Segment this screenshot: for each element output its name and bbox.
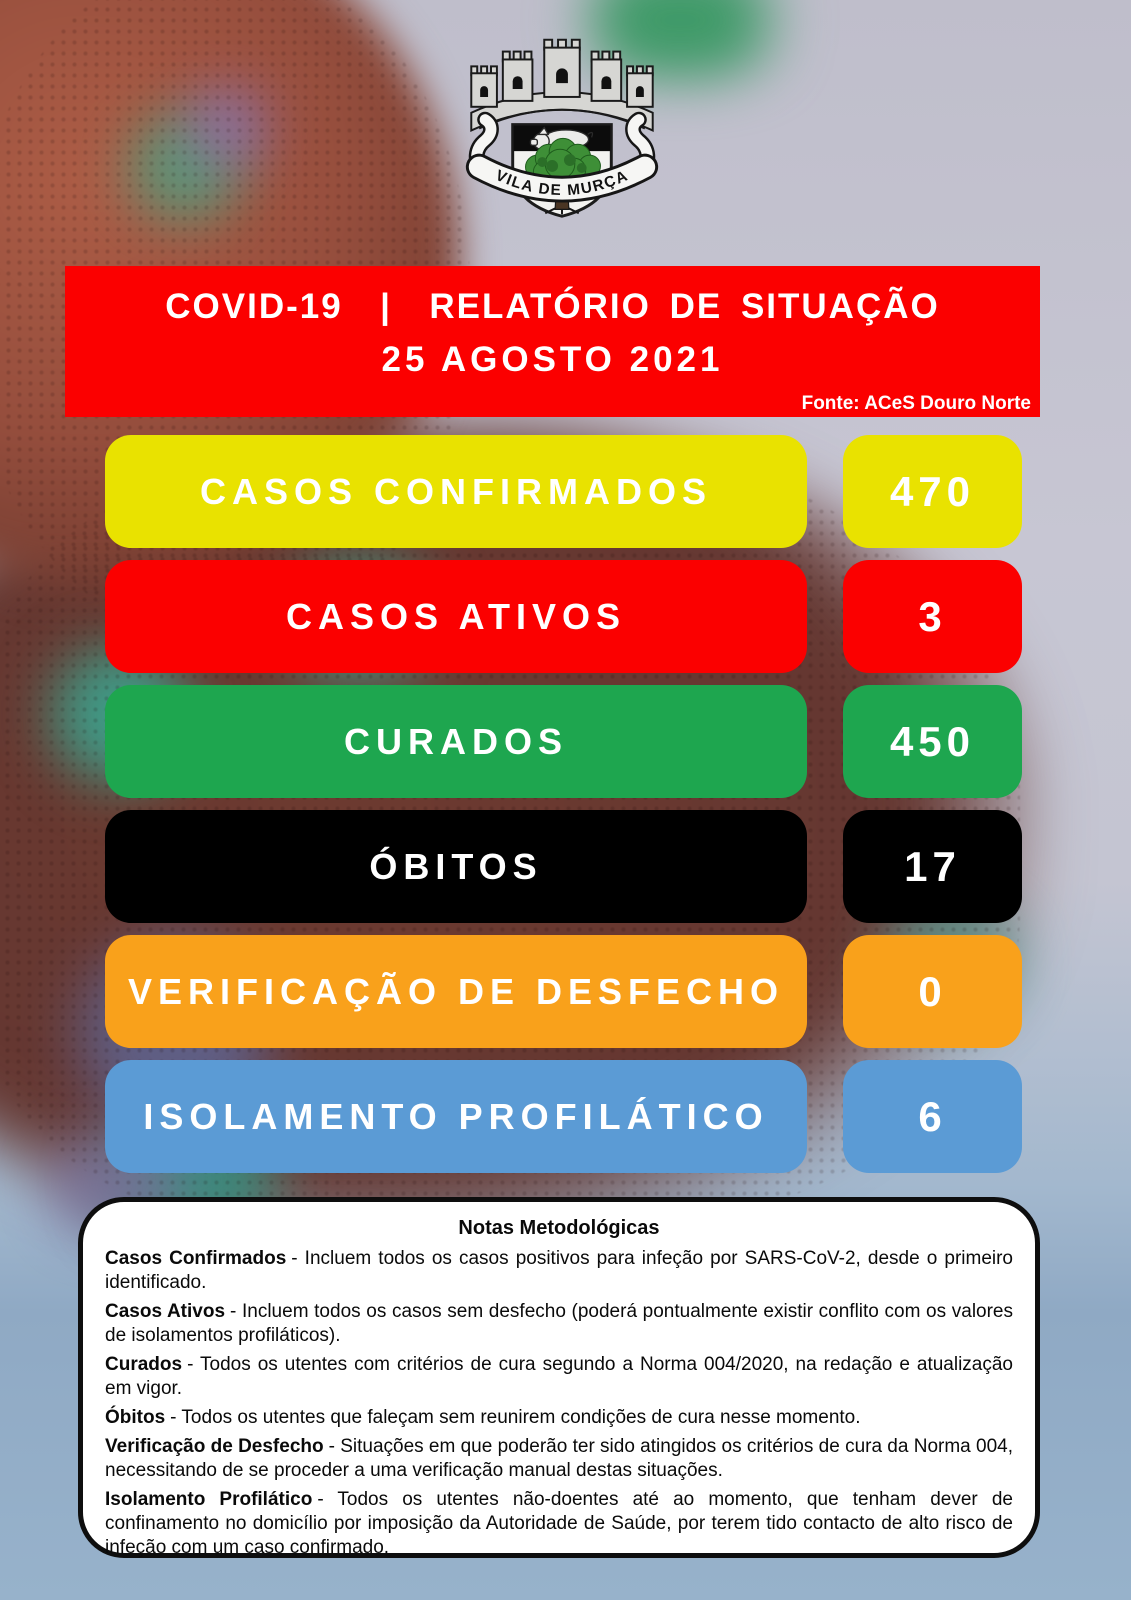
stat-row-curados: CURADOS 450 <box>0 685 1131 798</box>
stat-label-bar: CASOS CONFIRMADOS <box>105 435 807 548</box>
note-term: Casos Confirmados <box>105 1248 287 1269</box>
stat-label: ÓBITOS <box>369 845 543 887</box>
stat-value: 3 <box>918 592 947 640</box>
note-item: Casos Ativos - Incluem todos os casos sem… <box>105 1300 1013 1348</box>
stat-value-box: 470 <box>843 435 1022 548</box>
note-definition: - Incluem todos os casos positivos para … <box>105 1248 1013 1293</box>
notes-title: Notas Metodológicas <box>458 1217 660 1239</box>
report-title: COVID-19 | RELATÓRIO DE SITUAÇÃO <box>165 287 940 326</box>
stat-value-box: 6 <box>843 1060 1022 1173</box>
stat-row-obitos: ÓBITOS 17 <box>0 810 1131 923</box>
note-definition: - Todos os utentes não-doentes até ao mo… <box>105 1489 1013 1558</box>
note-term: Casos Ativos <box>105 1301 226 1322</box>
stat-label: CASOS ATIVOS <box>285 595 627 637</box>
municipal-crest-vila-de-murca: VILA DE MURÇA <box>465 38 659 218</box>
note-definition: - Incluem todos os casos sem desfecho (p… <box>105 1301 1013 1346</box>
stat-label-bar: VERIFICAÇÃO DE DESFECHO <box>105 935 807 1048</box>
note-definition: - Todos os utentes com critérios de cura… <box>105 1354 1013 1399</box>
note-item: Curados - Todos os utentes com critérios … <box>105 1353 1013 1401</box>
stat-row-casos-ativos: CASOS ATIVOS 3 <box>0 560 1131 673</box>
stat-value-box: 450 <box>843 685 1022 798</box>
note-term: Isolamento Profilático <box>105 1489 313 1510</box>
stat-label-bar: CURADOS <box>105 685 807 798</box>
note-item: Verificação de Desfecho - Situações em qu… <box>105 1435 1013 1483</box>
stat-value: 17 <box>904 842 961 890</box>
stat-label-bar: CASOS ATIVOS <box>105 560 807 673</box>
note-item: Óbitos - Todos os utentes que faleçam sem… <box>105 1406 1013 1430</box>
stat-row-casos-confirmados: CASOS CONFIRMADOS 470 <box>0 435 1131 548</box>
report-header: COVID-19 | RELATÓRIO DE SITUAÇÃO 25 AGOS… <box>65 266 1040 417</box>
notes-panel: Notas Metodológicas Casos Confirmados - I… <box>78 1197 1040 1558</box>
note-definition: - Situações em que poderão ter sido atin… <box>105 1436 1013 1481</box>
crest-banner-ribbon: VILA DE MURÇA <box>465 111 659 203</box>
stat-label: CURADOS <box>343 720 568 762</box>
note-item: Casos Confirmados - Incluem todos os caso… <box>105 1247 1013 1295</box>
stat-value-box: 3 <box>843 560 1022 673</box>
stat-label-bar: ÓBITOS <box>105 810 807 923</box>
note-term: Verificação de Desfecho <box>105 1436 324 1457</box>
background-blob <box>180 80 275 175</box>
stat-value: 470 <box>889 467 976 515</box>
note-item: Isolamento Profilático - Todos os utentes… <box>105 1488 1013 1560</box>
stat-value-box: 0 <box>843 935 1022 1048</box>
stat-value-box: 17 <box>843 810 1022 923</box>
stat-row-isolamento-profilatico: ISOLAMENTO PROFILÁTICO 6 <box>0 1060 1131 1173</box>
mural-crown-icon <box>470 38 654 132</box>
stat-label: VERIFICAÇÃO DE DESFECHO <box>127 970 785 1012</box>
stat-value: 0 <box>918 967 947 1015</box>
note-definition: - Todos os utentes que faleçam sem reuni… <box>170 1407 861 1428</box>
stat-label-bar: ISOLAMENTO PROFILÁTICO <box>105 1060 807 1173</box>
report-source: Fonte: ACeS Douro Norte <box>801 393 1031 414</box>
note-term: Óbitos <box>105 1407 166 1428</box>
stat-label: CASOS CONFIRMADOS <box>199 470 712 512</box>
stat-label: ISOLAMENTO PROFILÁTICO <box>143 1095 769 1137</box>
stat-value: 450 <box>889 717 976 765</box>
report-date: 25 AGOSTO 2021 <box>381 340 724 379</box>
stat-row-verificacao-de-desfecho: VERIFICAÇÃO DE DESFECHO 0 <box>0 935 1131 1048</box>
note-term: Curados <box>105 1354 183 1375</box>
stat-value: 6 <box>918 1092 947 1140</box>
